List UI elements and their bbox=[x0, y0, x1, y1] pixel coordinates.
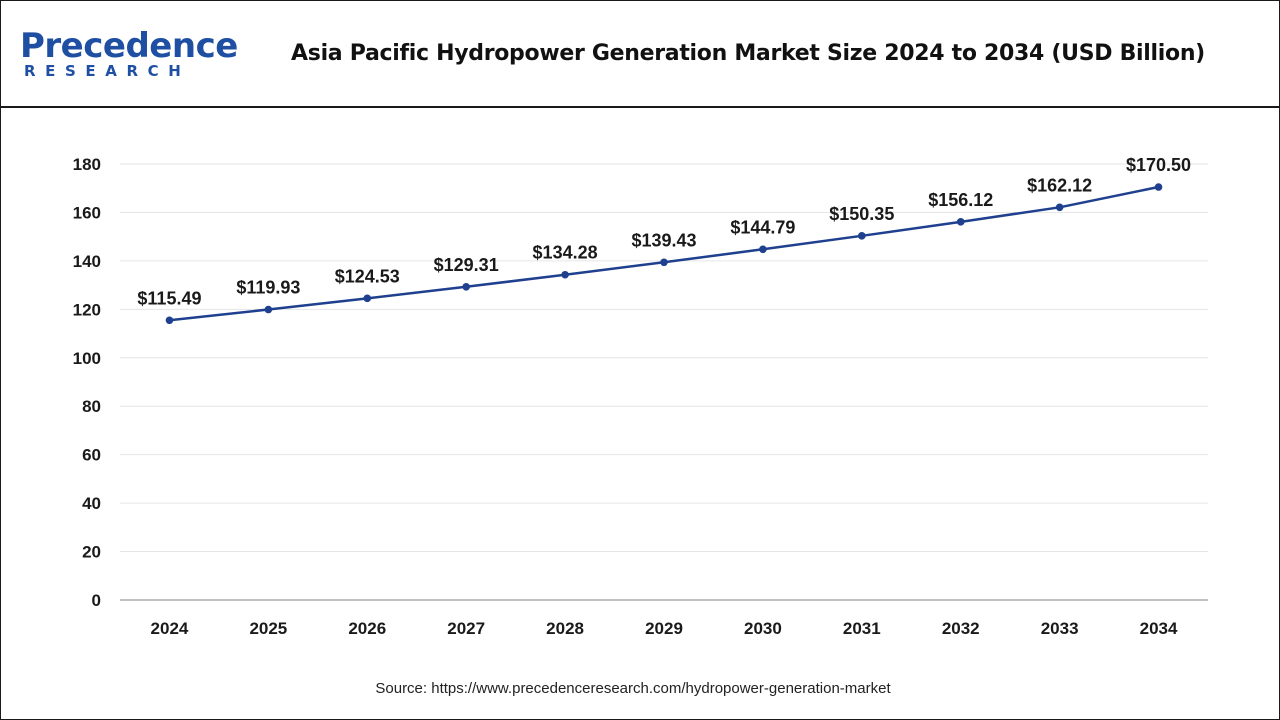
data-label: $162.12 bbox=[1027, 175, 1092, 195]
data-point bbox=[363, 294, 372, 303]
header: Precedence RESEARCH Asia Pacific Hydropo… bbox=[0, 0, 1280, 108]
x-tick-label: 2028 bbox=[546, 619, 584, 638]
data-point bbox=[1154, 183, 1163, 191]
x-tick-label: 2031 bbox=[843, 619, 881, 638]
brand-subname: RESEARCH bbox=[24, 62, 191, 80]
y-tick-label: 60 bbox=[82, 446, 101, 465]
data-point bbox=[462, 282, 470, 291]
data-point bbox=[561, 270, 569, 279]
data-point bbox=[858, 232, 866, 240]
brand-name: Precedence bbox=[20, 26, 238, 66]
data-label: $170.50 bbox=[1126, 155, 1191, 175]
data-label: $150.35 bbox=[829, 204, 894, 224]
data-point bbox=[165, 316, 174, 325]
y-tick-label: 100 bbox=[73, 349, 101, 368]
brand-logo: Precedence RESEARCH bbox=[20, 26, 238, 86]
source-note: Source: https://www.precedenceresearch.c… bbox=[375, 680, 891, 697]
data-label: $139.43 bbox=[631, 230, 696, 250]
y-tick-label: 20 bbox=[82, 543, 101, 562]
series-line bbox=[169, 185, 1159, 322]
data-label: $144.79 bbox=[730, 217, 795, 237]
data-point bbox=[1055, 203, 1064, 212]
x-tick-label: 2029 bbox=[645, 619, 683, 638]
x-tick-label: 2027 bbox=[447, 619, 485, 638]
y-tick-label: 140 bbox=[73, 252, 101, 271]
x-tick-label: 2024 bbox=[151, 619, 189, 638]
x-tick-label: 2033 bbox=[1041, 619, 1079, 638]
y-tick-label: 160 bbox=[73, 203, 101, 222]
y-tick-label: 0 bbox=[92, 591, 101, 610]
data-label: $129.31 bbox=[434, 255, 499, 275]
data-label: $134.28 bbox=[533, 243, 598, 263]
data-label: $156.12 bbox=[928, 190, 993, 210]
data-point bbox=[759, 245, 767, 254]
y-tick-label: 120 bbox=[73, 300, 101, 319]
x-tick-label: 2026 bbox=[348, 619, 386, 638]
y-tick-label: 40 bbox=[82, 494, 101, 513]
data-label: $115.49 bbox=[137, 288, 201, 308]
y-tick-label: 180 bbox=[73, 155, 101, 174]
x-tick-label: 2032 bbox=[942, 619, 980, 638]
data-label: $124.53 bbox=[335, 266, 400, 286]
data-label: $119.93 bbox=[236, 278, 300, 298]
x-tick-label: 2034 bbox=[1140, 619, 1178, 638]
data-point bbox=[660, 258, 668, 267]
chart-title: Asia Pacific Hydropower Generation Marke… bbox=[291, 41, 1205, 66]
data-point bbox=[264, 305, 273, 314]
x-tick-label: 2025 bbox=[249, 619, 287, 638]
y-tick-label: 80 bbox=[82, 397, 101, 416]
data-point bbox=[956, 218, 965, 226]
x-tick-label: 2030 bbox=[744, 619, 782, 638]
